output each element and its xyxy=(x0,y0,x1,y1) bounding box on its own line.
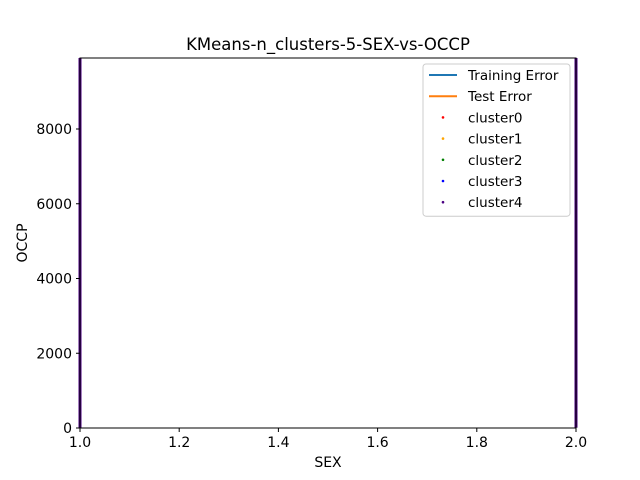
legend-marker-cluster4 xyxy=(441,200,445,204)
axes: 1.0 1.2 1.4 1.6 1.8 2.0 0 2000 4000 6000 8000 xyxy=(36,57,587,451)
legend-label: cluster3 xyxy=(468,174,523,190)
x-axis-label: SEX xyxy=(314,455,342,471)
legend-label: Training Error xyxy=(467,68,559,84)
legend-label: cluster1 xyxy=(468,132,523,148)
x-tick-label: 1.2 xyxy=(168,435,190,451)
legend-marker-cluster1 xyxy=(441,137,445,140)
legend-marker-cluster2 xyxy=(441,158,445,162)
x-tick-label: 1.6 xyxy=(366,435,388,451)
x-tick-label: 1.0 xyxy=(69,435,91,451)
y-tick-label: 6000 xyxy=(36,197,72,213)
y-axis-label: OCCP xyxy=(15,223,31,262)
chart-title: KMeans-n_clusters-5-SEX-vs-OCCP xyxy=(186,35,470,55)
legend: Training Error Test Error cluster0 cluster1… xyxy=(422,63,571,217)
x-tick-label: 1.8 xyxy=(466,435,488,451)
legend-label: cluster2 xyxy=(468,153,523,169)
legend-label: Test Error xyxy=(467,89,532,105)
legend-box xyxy=(422,63,571,217)
legend-marker-cluster3 xyxy=(441,179,445,183)
plot-frame xyxy=(79,57,577,429)
x-tick-label: 1.4 xyxy=(267,435,289,451)
legend-marker-cluster0 xyxy=(441,116,445,119)
legend-label: cluster0 xyxy=(468,110,523,126)
y-tick-label: 4000 xyxy=(36,272,72,288)
y-tick-label: 8000 xyxy=(36,122,72,138)
x-tick-label: 2.0 xyxy=(565,435,587,451)
y-tick-label: 2000 xyxy=(36,346,72,362)
legend-label: cluster4 xyxy=(468,195,523,211)
y-tick-label: 0 xyxy=(63,421,72,437)
